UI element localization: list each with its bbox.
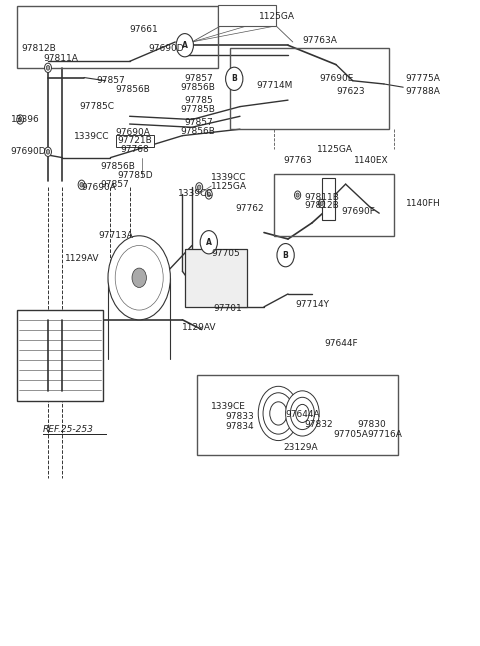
Text: 97690F: 97690F bbox=[342, 207, 376, 216]
Circle shape bbox=[290, 397, 314, 430]
Text: 1125GA: 1125GA bbox=[259, 12, 295, 21]
Circle shape bbox=[205, 190, 212, 199]
Circle shape bbox=[263, 393, 294, 434]
Circle shape bbox=[258, 386, 299, 441]
Circle shape bbox=[46, 65, 50, 70]
Text: 97762: 97762 bbox=[235, 203, 264, 213]
Text: 97775A: 97775A bbox=[406, 74, 441, 83]
Circle shape bbox=[78, 180, 85, 189]
Bar bbox=[17, 310, 103, 401]
Circle shape bbox=[296, 404, 309, 422]
Bar bbox=[274, 174, 394, 236]
Text: 1140EX: 1140EX bbox=[354, 156, 389, 165]
Text: 1339CC: 1339CC bbox=[211, 173, 247, 182]
Text: 13396: 13396 bbox=[11, 115, 39, 124]
Text: 23129A: 23129A bbox=[283, 443, 318, 452]
Text: 97701: 97701 bbox=[214, 304, 242, 313]
Text: 1125GA: 1125GA bbox=[211, 182, 247, 191]
Circle shape bbox=[226, 67, 243, 90]
Bar bbox=[185, 249, 247, 307]
Text: 97763: 97763 bbox=[283, 156, 312, 165]
Circle shape bbox=[295, 191, 300, 199]
Text: 97705A: 97705A bbox=[334, 430, 369, 439]
Text: 97856B: 97856B bbox=[115, 85, 150, 94]
Circle shape bbox=[270, 402, 287, 425]
Circle shape bbox=[80, 182, 84, 187]
Text: REF.25-253: REF.25-253 bbox=[43, 425, 94, 434]
Text: 97623: 97623 bbox=[336, 87, 365, 96]
Text: 97661: 97661 bbox=[130, 25, 158, 34]
Text: 1129AV: 1129AV bbox=[182, 323, 217, 332]
Text: 97690D: 97690D bbox=[149, 44, 184, 53]
Text: 97721B: 97721B bbox=[118, 136, 152, 145]
Text: 97716A: 97716A bbox=[367, 430, 402, 439]
Circle shape bbox=[115, 245, 163, 310]
Circle shape bbox=[320, 202, 323, 205]
Text: 97690D: 97690D bbox=[11, 147, 46, 156]
Text: 97644A: 97644A bbox=[286, 410, 320, 419]
Text: 1140FH: 1140FH bbox=[406, 199, 440, 208]
Text: B: B bbox=[283, 251, 288, 260]
Text: 1129AV: 1129AV bbox=[65, 254, 99, 263]
Text: 97713A: 97713A bbox=[98, 231, 133, 240]
Circle shape bbox=[46, 149, 50, 154]
Text: 97832: 97832 bbox=[305, 420, 334, 429]
Text: 97714M: 97714M bbox=[257, 81, 293, 90]
Circle shape bbox=[45, 63, 51, 72]
Text: 97833: 97833 bbox=[226, 412, 254, 421]
Text: 97785C: 97785C bbox=[79, 102, 114, 111]
Text: 1125GA: 1125GA bbox=[317, 145, 353, 154]
Text: 97785B: 97785B bbox=[180, 105, 215, 114]
Text: 1339CE: 1339CE bbox=[211, 402, 246, 412]
Text: 97705: 97705 bbox=[211, 249, 240, 258]
Circle shape bbox=[200, 231, 217, 254]
Text: 97857: 97857 bbox=[101, 180, 130, 189]
Text: 97785: 97785 bbox=[185, 96, 214, 105]
Circle shape bbox=[17, 115, 24, 124]
Text: 97768: 97768 bbox=[120, 145, 149, 154]
Text: 97714Y: 97714Y bbox=[295, 300, 329, 309]
Text: 1339CC: 1339CC bbox=[74, 132, 110, 141]
Text: 97856B: 97856B bbox=[180, 83, 215, 92]
Text: 97856B: 97856B bbox=[101, 162, 136, 171]
Text: 1339CC: 1339CC bbox=[178, 189, 213, 198]
Bar bbox=[322, 178, 335, 220]
Text: 97644F: 97644F bbox=[324, 339, 358, 348]
Circle shape bbox=[197, 185, 201, 190]
Circle shape bbox=[207, 192, 211, 197]
Bar bbox=[197, 375, 398, 455]
Text: 97830: 97830 bbox=[358, 420, 386, 429]
Text: A: A bbox=[206, 238, 212, 247]
Circle shape bbox=[319, 200, 324, 207]
Circle shape bbox=[286, 391, 319, 436]
Text: 97857: 97857 bbox=[96, 76, 125, 85]
Circle shape bbox=[296, 193, 299, 197]
Circle shape bbox=[132, 268, 146, 287]
Text: B: B bbox=[231, 74, 237, 83]
Text: A: A bbox=[182, 41, 188, 50]
Text: 97785D: 97785D bbox=[118, 171, 153, 180]
Circle shape bbox=[277, 244, 294, 267]
Circle shape bbox=[18, 117, 22, 122]
Circle shape bbox=[108, 236, 170, 320]
Bar bbox=[17, 6, 218, 68]
Text: 97857: 97857 bbox=[185, 118, 214, 127]
Circle shape bbox=[196, 183, 203, 192]
Text: 97690A: 97690A bbox=[115, 128, 150, 137]
Text: 97690A: 97690A bbox=[82, 183, 117, 192]
Text: 97857: 97857 bbox=[185, 74, 214, 83]
Circle shape bbox=[176, 34, 193, 57]
Bar bbox=[230, 48, 389, 129]
Circle shape bbox=[45, 147, 51, 156]
Text: 97812B: 97812B bbox=[22, 44, 56, 53]
Text: 97788A: 97788A bbox=[406, 87, 441, 96]
Text: 97834: 97834 bbox=[226, 422, 254, 431]
Text: 97763A: 97763A bbox=[302, 36, 337, 45]
Bar bbox=[218, 5, 276, 26]
Text: 97811A: 97811A bbox=[43, 54, 78, 63]
Text: 97812B: 97812B bbox=[305, 201, 339, 210]
Text: 97690E: 97690E bbox=[319, 74, 354, 83]
Text: 97856B: 97856B bbox=[180, 127, 215, 136]
Text: 97811B: 97811B bbox=[305, 193, 340, 202]
